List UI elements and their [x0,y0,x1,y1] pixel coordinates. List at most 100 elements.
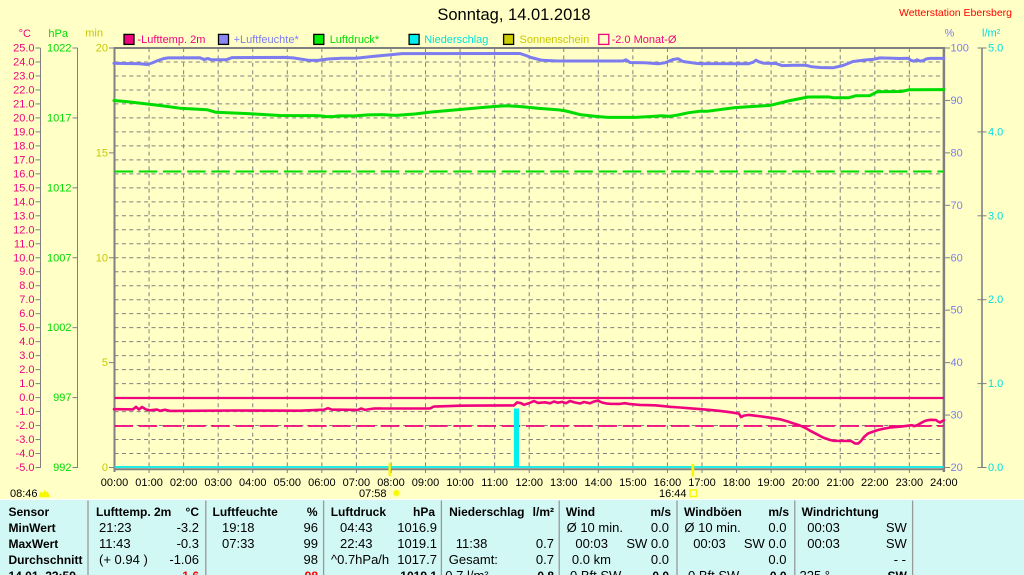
svg-text:4.0: 4.0 [988,126,1003,138]
svg-text:Luftdruck*: Luftdruck* [330,34,380,46]
svg-text:-3.0: -3.0 [16,434,35,446]
svg-text:Niederschlag: Niederschlag [424,34,488,46]
svg-text:24:00: 24:00 [930,477,958,489]
svg-text:14.01. 23:59: 14.01. 23:59 [9,569,77,575]
svg-text:1019.1: 1019.1 [397,536,437,551]
svg-text:Windrichtung: Windrichtung [802,505,879,519]
svg-text:10:00: 10:00 [446,477,474,489]
svg-text:30: 30 [951,410,963,422]
svg-text:1019.1: 1019.1 [400,569,437,575]
svg-text:0.0: 0.0 [988,462,1003,474]
svg-text:09:00: 09:00 [412,477,440,489]
svg-text:11:43: 11:43 [99,536,131,551]
svg-text:m/s: m/s [768,505,789,519]
svg-text:16:44: 16:44 [659,488,687,500]
svg-text:20.0: 20.0 [13,112,34,124]
svg-text:°C: °C [19,28,31,40]
svg-text:98: 98 [305,569,319,575]
svg-text:07:00: 07:00 [343,477,371,489]
svg-text:0.0: 0.0 [651,520,669,535]
svg-text:hPa: hPa [48,28,68,40]
svg-text:1016.9: 1016.9 [397,520,437,535]
svg-text:16.0: 16.0 [13,168,34,180]
svg-text:1007: 1007 [47,252,71,264]
svg-text:02:00: 02:00 [170,477,198,489]
svg-text:6.0: 6.0 [19,308,34,320]
svg-text:Sensor: Sensor [9,505,50,519]
svg-text:14.0: 14.0 [13,196,34,208]
svg-text:Wetterstation Ebersberg: Wetterstation Ebersberg [899,7,1012,19]
svg-text:13:00: 13:00 [550,477,578,489]
svg-text:18:00: 18:00 [723,477,751,489]
svg-text:8.0: 8.0 [19,280,34,292]
svg-text:%: % [945,28,955,40]
svg-text:SW 0.0: SW 0.0 [626,536,669,551]
svg-text:15:00: 15:00 [619,477,647,489]
svg-text:1017.7: 1017.7 [397,552,437,567]
svg-text:98: 98 [304,552,318,567]
svg-text:00:03: 00:03 [807,536,840,551]
svg-text:2.0: 2.0 [19,364,34,376]
svg-text:^0.7hPa/h: ^0.7hPa/h [331,552,389,567]
svg-text:0.0: 0.0 [651,552,669,567]
svg-text:%: % [307,505,318,519]
svg-text:-0.3: -0.3 [177,536,199,551]
svg-text:1.0: 1.0 [988,378,1003,390]
svg-text:100: 100 [951,43,969,55]
svg-text:0.7: 0.7 [536,552,554,567]
svg-text:18.0: 18.0 [13,140,34,152]
svg-text:13.0: 13.0 [13,210,34,222]
svg-text:-4.0: -4.0 [16,448,35,460]
svg-text:10: 10 [96,252,108,264]
svg-text:16:00: 16:00 [654,477,682,489]
svg-text:22.0: 22.0 [13,84,34,96]
svg-text:Durchschnitt: Durchschnitt [9,553,83,567]
svg-text:Sonntag, 14.01.2018: Sonntag, 14.01.2018 [437,6,590,24]
svg-text:Gesamt:: Gesamt: [449,552,498,567]
svg-text:24.0: 24.0 [13,56,34,68]
svg-text:4.0: 4.0 [19,336,34,348]
svg-text:hPa: hPa [413,505,435,519]
svg-text:22:43: 22:43 [340,536,373,551]
svg-text:22:00: 22:00 [861,477,889,489]
svg-text:l/m²: l/m² [982,28,1001,40]
svg-text:50: 50 [951,305,963,317]
svg-text:20: 20 [951,462,963,474]
svg-text:5.0: 5.0 [19,322,34,334]
svg-text:SW 0.0: SW 0.0 [744,536,787,551]
svg-text:23.0: 23.0 [13,70,34,82]
svg-text:Lufttemp. 2m: Lufttemp. 2m [96,505,171,519]
svg-text:90: 90 [951,95,963,107]
svg-text:03:00: 03:00 [204,477,232,489]
svg-text:23:00: 23:00 [896,477,924,489]
svg-text:21:00: 21:00 [826,477,854,489]
svg-text:21:23: 21:23 [99,520,132,535]
svg-text:12.0: 12.0 [13,224,34,236]
svg-text:(+ 0.94 ): (+ 0.94 ) [99,552,148,567]
svg-text:15: 15 [96,147,108,159]
svg-text:00:03: 00:03 [693,536,726,551]
svg-text:80: 80 [951,147,963,159]
svg-text:15.0: 15.0 [13,182,34,194]
svg-text:0 Bft SW: 0 Bft SW [688,568,740,575]
svg-text:-5.0: -5.0 [16,462,35,474]
svg-text:99: 99 [304,536,318,551]
svg-text:96: 96 [304,520,318,535]
svg-text:SW: SW [886,520,908,535]
svg-text:04:00: 04:00 [239,477,267,489]
svg-text:Ø 10 min.: Ø 10 min. [684,520,740,535]
svg-text:21.0: 21.0 [13,98,34,110]
svg-text:Ø 10 min.: Ø 10 min. [567,520,623,535]
svg-text:19.0: 19.0 [13,126,34,138]
svg-text:°C: °C [186,505,200,519]
svg-text:10.0: 10.0 [13,252,34,264]
svg-text:1012: 1012 [47,182,71,194]
svg-text:min: min [85,28,103,40]
svg-text:00:03: 00:03 [807,520,840,535]
svg-text:1017: 1017 [47,112,71,124]
svg-text:MinWert: MinWert [9,521,56,535]
svg-text:01:00: 01:00 [135,477,163,489]
svg-text:04:43: 04:43 [340,520,373,535]
svg-text:-2.0: -2.0 [16,420,35,432]
svg-text:70: 70 [951,200,963,212]
